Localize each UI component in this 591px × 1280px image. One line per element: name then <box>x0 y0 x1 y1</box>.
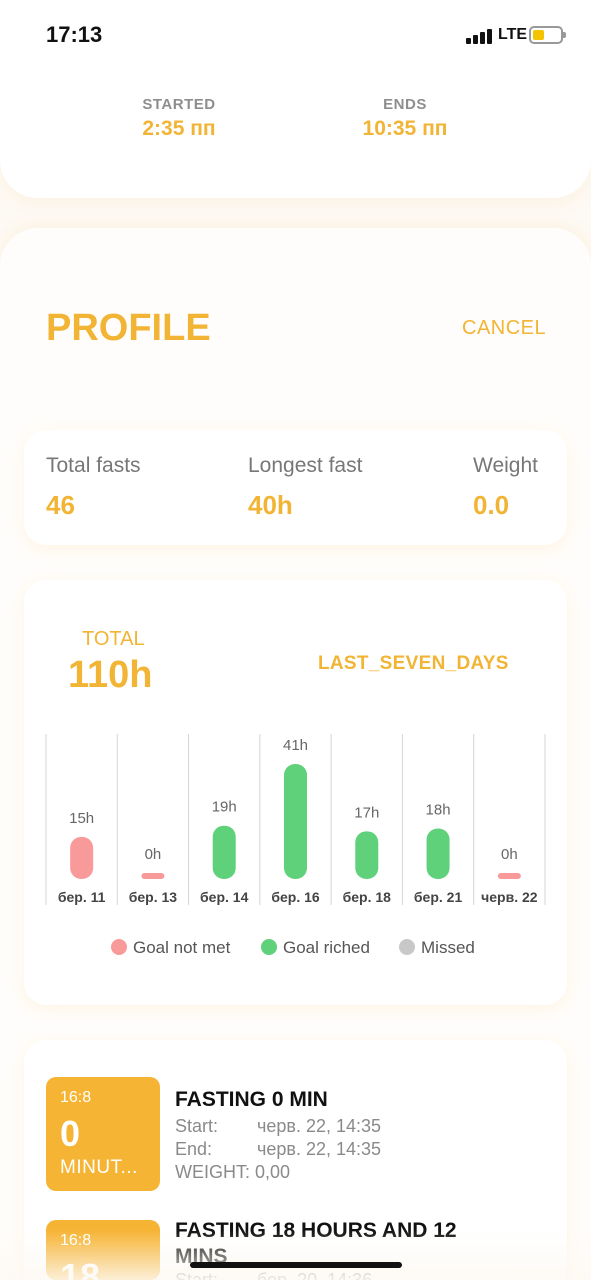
category-label: бер. 13 <box>129 889 178 905</box>
chart-bar <box>70 836 94 879</box>
fast-duration-value: 0 <box>60 1113 81 1154</box>
fast-weight-value: 0,00 <box>255 1162 291 1182</box>
fast-weight-row: WEIGHT: 0,00 <box>175 1162 290 1183</box>
cancel-button[interactable]: CANCEL <box>462 317 547 339</box>
period-selector[interactable]: LAST_SEVEN_DAYS <box>318 653 509 674</box>
home-indicator[interactable] <box>190 1262 402 1268</box>
ends-block: ENDS 10:35 пп <box>305 96 505 141</box>
fast-start-label: Start: <box>175 1116 219 1136</box>
fast-duration-badge: 16:8 0 MINUT... <box>46 1077 160 1191</box>
fast-end-label: End: <box>175 1139 213 1159</box>
page-title: PROFILE <box>46 307 211 349</box>
legend-item-goal-riched: Goal riched <box>261 938 370 962</box>
fast-duration-unit: MINUT... <box>60 1157 138 1178</box>
stat-value: 40h <box>248 490 293 520</box>
battery-icon <box>529 26 566 44</box>
status-time: 17:13 <box>46 22 103 47</box>
legend-label: Missed <box>421 938 475 957</box>
dot-icon <box>111 939 127 955</box>
category-label: черв. 22 <box>481 889 538 905</box>
bar-value-label: 19h <box>212 799 237 816</box>
stats-card: Total fasts 46 Longest fast 40h Weight 0… <box>24 430 567 545</box>
fast-end-row: End: черв. 22, 14:35 <box>175 1139 381 1160</box>
category-label: бер. 21 <box>414 889 463 905</box>
bar-value-label: 0h <box>145 846 162 863</box>
chart-bar <box>426 828 450 879</box>
ends-value: 10:35 пп <box>362 117 448 140</box>
legend-item-missed: Missed <box>399 938 475 962</box>
stat-longest-fast: Longest fast 40h <box>248 454 362 521</box>
category-label: бер. 11 <box>58 889 106 905</box>
legend-label: Goal not met <box>133 938 231 957</box>
total-value: 110h <box>68 654 153 696</box>
network-label: LTE <box>498 26 528 43</box>
fast-weight-label: WEIGHT: <box>175 1162 250 1182</box>
fast-end-value: черв. 22, 14:35 <box>257 1139 382 1159</box>
stat-label: Weight <box>473 454 538 477</box>
chart-bar <box>497 873 521 879</box>
stat-value: 46 <box>46 490 75 520</box>
total-label: TOTAL <box>82 628 145 650</box>
bar-value-label: 15h <box>69 810 94 827</box>
stat-label: Total fasts <box>46 454 141 477</box>
chart-bar <box>212 825 236 879</box>
bar-value-label: 18h <box>426 802 451 819</box>
chart-legend: Goal not met Goal riched Missed <box>0 938 591 962</box>
fast-start-value: черв. 22, 14:35 <box>257 1116 382 1136</box>
started-value: 2:35 пп <box>142 117 216 140</box>
started-label: STARTED <box>142 96 216 113</box>
chart-bar <box>141 873 165 879</box>
fast-title: FASTING 0 MIN <box>175 1088 328 1111</box>
chart-bar <box>355 831 379 879</box>
legend-label: Goal riched <box>283 938 370 957</box>
bar-value-label: 41h <box>283 737 308 754</box>
dot-icon <box>399 939 415 955</box>
stat-weight: Weight 0.0 <box>473 454 538 521</box>
status-bar: 17:13 LTE <box>0 0 591 70</box>
stat-value: 0.0 <box>473 490 510 520</box>
ends-label: ENDS <box>383 96 427 113</box>
category-label: бер. 14 <box>200 889 249 905</box>
signal-icon <box>466 28 492 44</box>
timer-card: STARTED 2:35 пп ENDS 10:35 пп <box>0 0 591 198</box>
fast-plan: 16:8 <box>60 1089 92 1106</box>
bar-value-label: 0h <box>501 846 518 863</box>
category-label: бер. 18 <box>343 889 392 905</box>
bottom-fade <box>0 1230 591 1280</box>
stat-total-fasts: Total fasts 46 <box>46 454 141 521</box>
category-label: бер. 16 <box>271 889 320 905</box>
started-block: STARTED 2:35 пп <box>79 96 279 141</box>
stat-label: Longest fast <box>248 454 363 477</box>
chart-bar <box>284 764 307 879</box>
bar-value-label: 17h <box>354 804 379 821</box>
fast-start-row: Start: черв. 22, 14:35 <box>175 1116 381 1137</box>
legend-item-goal-not-met: Goal not met <box>111 938 230 962</box>
dot-icon <box>261 939 277 955</box>
